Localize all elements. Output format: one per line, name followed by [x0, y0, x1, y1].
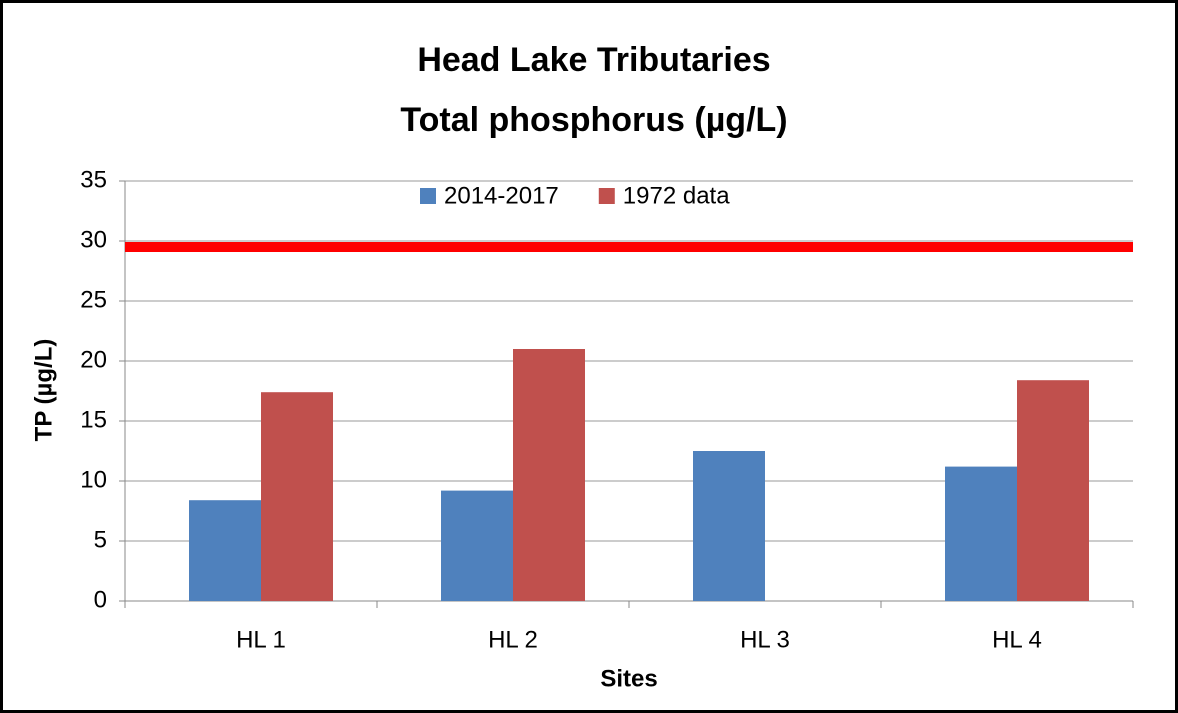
bar	[945, 466, 1017, 601]
x-tick-label: HL 2	[488, 626, 538, 653]
bar	[1017, 380, 1089, 601]
bar	[441, 490, 513, 601]
x-axis-label: Sites	[600, 665, 657, 692]
legend-swatch	[598, 188, 615, 204]
chart-title: Head Lake Tributaries	[417, 41, 770, 79]
x-tick-label: HL 1	[236, 626, 286, 653]
bar	[693, 451, 765, 601]
legend-label: 2014-2017	[444, 182, 559, 209]
bar	[189, 500, 261, 601]
x-tick-label: HL 3	[740, 626, 790, 653]
y-tick-label: 0	[94, 586, 107, 613]
legend-label: 1972 data	[623, 182, 730, 209]
y-tick-label: 15	[80, 406, 107, 433]
x-tick-label: HL 4	[992, 626, 1042, 653]
y-tick-label: 25	[80, 286, 107, 313]
y-tick-label: 30	[80, 226, 107, 253]
y-axis-label: TP (µg/L)	[30, 339, 57, 442]
legend-swatch	[420, 188, 436, 204]
bar	[513, 349, 585, 601]
y-tick-label: 10	[80, 466, 107, 493]
y-tick-label: 20	[80, 346, 107, 373]
y-tick-label: 5	[94, 526, 107, 553]
chart-title: Total phosphorus (µg/L)	[400, 101, 787, 139]
bar	[261, 392, 333, 601]
y-tick-label: 35	[80, 166, 107, 193]
